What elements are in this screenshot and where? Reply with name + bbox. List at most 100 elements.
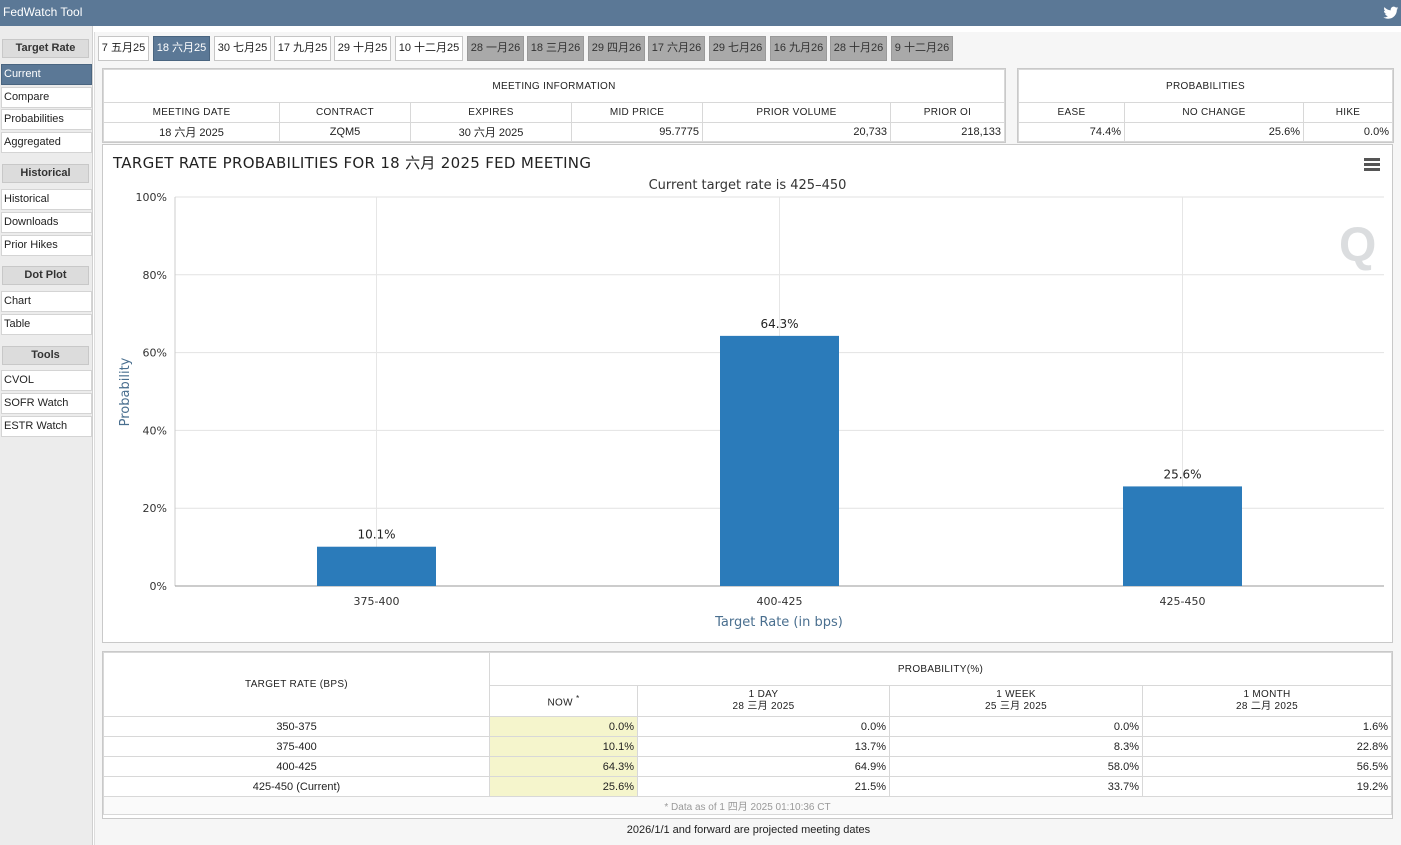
expires-value: 30 六月 2025 [410,122,572,142]
col-1-day-label: 1 DAY [748,689,779,700]
sidebar-item-table[interactable]: Table [1,314,92,335]
col-1-week-date: 25 三月 2025 [985,701,1047,712]
day-cell: 0.0% [637,716,890,737]
col-1-month-date: 28 二月 2025 [1236,701,1298,712]
hike-value: 0.0% [1303,122,1393,142]
day-cell: 64.9% [637,756,890,777]
col-1-week-label: 1 WEEK [996,689,1036,700]
tab-meeting-9-dec-26[interactable]: 9 十二月26 [891,36,953,61]
tab-meeting-29-apr-26[interactable]: 29 四月26 [588,36,645,61]
q-logo-watermark: Q [1339,219,1376,272]
probability-table-panel: TARGET RATE (BPS) PROBABILITY(%) NOW * 1… [102,651,1393,819]
x-tick-label: 400-425 [757,595,803,608]
tab-meeting-7-may-25[interactable]: 7 五月25 [98,36,149,61]
bar-data-label: 64.3% [760,317,798,331]
data-as-of-note: * Data as of 1 四月 2025 01:10:36 CT [103,796,1392,815]
col-now-label: NOW [547,697,573,709]
probability-table: TARGET RATE (BPS) PROBABILITY(%) NOW * 1… [103,652,1392,815]
chart-panel: Q 0% 20% 40% 60% 80% 100% 10.1% 375-400 64.3% 400… [102,144,1393,643]
col-meeting-date: MEETING DATE [103,102,280,123]
projected-dates-footnote: 2026/1/1 and forward are projected meeti… [626,824,871,836]
col-prior-volume: PRIOR VOLUME [702,102,891,123]
rate-cell: 425-450 (Current) [103,776,490,797]
bar-375-400[interactable] [317,546,436,586]
col-1-day-date: 28 三月 2025 [732,701,795,712]
tab-meeting-28-oct-26[interactable]: 28 十月26 [830,36,887,61]
sidebar-item-estr-watch[interactable]: ESTR Watch [1,416,92,437]
sidebar-item-prior-hikes[interactable]: Prior Hikes [1,235,92,256]
month-cell: 56.5% [1142,756,1392,777]
col-1-week: 1 WEEK 25 三月 2025 [889,685,1143,717]
tab-meeting-18-jun-25[interactable]: 18 六月25 [153,36,210,61]
col-hike: HIKE [1303,102,1393,123]
sidebar-heading-tools: Tools [2,346,89,365]
col-now: NOW * [489,685,638,717]
tab-meeting-17-sep-25[interactable]: 17 九月25 [274,36,331,61]
sidebar-item-downloads[interactable]: Downloads [1,212,92,233]
meeting-info-table: MEETING INFORMATION MEETING DATE CONTRAC… [103,69,1005,142]
sidebar-heading-historical: Historical [2,164,89,183]
probability-chart: Q 0% 20% 40% 60% 80% 100% 10.1% 375-400 64.3% 400… [118,191,1384,630]
bar-425-450[interactable] [1123,486,1242,586]
y-tick-label: 60% [143,347,167,360]
meeting-info-heading: MEETING INFORMATION [103,69,1005,103]
now-cell: 64.3% [489,756,638,777]
no-change-value: 25.6% [1124,122,1304,142]
rate-cell: 350-375 [103,716,490,737]
col-mid-price: MID PRICE [571,102,703,123]
probabilities-heading: PROBABILITIES [1018,69,1393,103]
table-row: 425-450 (Current) 25.6% 21.5% 33.7% 19.2… [103,776,1392,797]
y-tick-label: 80% [143,269,167,282]
col-prior-oi: PRIOR OI [890,102,1005,123]
x-tick-label: 375-400 [354,595,400,608]
col-expires: EXPIRES [410,102,572,123]
tab-meeting-29-oct-25[interactable]: 29 十月25 [334,36,391,61]
y-tick-label: 0% [150,580,167,593]
tab-meeting-28-jan-26[interactable]: 28 一月26 [467,36,524,61]
col-1-day: 1 DAY 28 三月 2025 [637,685,890,717]
tab-meeting-16-sep-26[interactable]: 16 九月26 [770,36,827,61]
probability-heading: PROBABILITY(%) [489,652,1392,686]
sidebar-heading-dot-plot: Dot Plot [2,266,89,285]
app-header: FedWatch Tool [0,0,1401,26]
sidebar-item-aggregated[interactable]: Aggregated [1,132,92,153]
sidebar-item-historical[interactable]: Historical [1,189,92,210]
tab-meeting-10-dec-25[interactable]: 10 十二月25 [395,36,463,61]
sidebar-item-sofr-watch[interactable]: SOFR Watch [1,393,92,414]
day-cell: 13.7% [637,736,890,757]
chart-menu-icon[interactable] [1364,158,1380,171]
prior-volume-value: 20,733 [702,122,891,142]
y-tick-label: 100% [136,191,167,204]
tab-meeting-18-mar-26[interactable]: 18 三月26 [527,36,584,61]
y-axis-label: Probability [118,357,133,426]
week-cell: 33.7% [889,776,1143,797]
sidebar-item-probabilities[interactable]: Probabilities [1,109,92,130]
col-target-rate: TARGET RATE (BPS) [103,652,490,717]
bar-400-425[interactable] [720,335,839,586]
month-cell: 1.6% [1142,716,1392,737]
twitter-icon[interactable] [1383,5,1399,21]
now-cell: 25.6% [489,776,638,797]
now-cell: 0.0% [489,716,638,737]
col-no-change: NO CHANGE [1124,102,1304,123]
tab-meeting-17-jun-26[interactable]: 17 六月26 [648,36,705,61]
week-cell: 0.0% [889,716,1143,737]
sidebar-item-current[interactable]: Current [1,64,92,85]
sidebar-item-chart[interactable]: Chart [1,291,92,312]
sidebar-item-cvol[interactable]: CVOL [1,370,92,391]
x-axis-label: Target Rate (in bps) [714,615,843,630]
tab-meeting-29-jul-26[interactable]: 29 七月26 [709,36,766,61]
col-1-month: 1 MONTH 28 二月 2025 [1142,685,1392,717]
probabilities-panel: PROBABILITIES EASE NO CHANGE HIKE 74.4% … [1017,68,1394,143]
col-1-month-label: 1 MONTH [1243,689,1291,700]
now-cell: 10.1% [489,736,638,757]
week-cell: 8.3% [889,736,1143,757]
sidebar-item-compare[interactable]: Compare [1,87,92,108]
rate-cell: 375-400 [103,736,490,757]
meeting-info-panel: MEETING INFORMATION MEETING DATE CONTRAC… [102,68,1006,143]
chart-title: TARGET RATE PROBABILITIES FOR 18 六月 2025… [113,154,592,172]
tab-meeting-30-jul-25[interactable]: 30 七月25 [214,36,271,61]
y-tick-label: 40% [143,424,167,437]
week-cell: 58.0% [889,756,1143,777]
y-tick-label: 20% [143,502,167,515]
